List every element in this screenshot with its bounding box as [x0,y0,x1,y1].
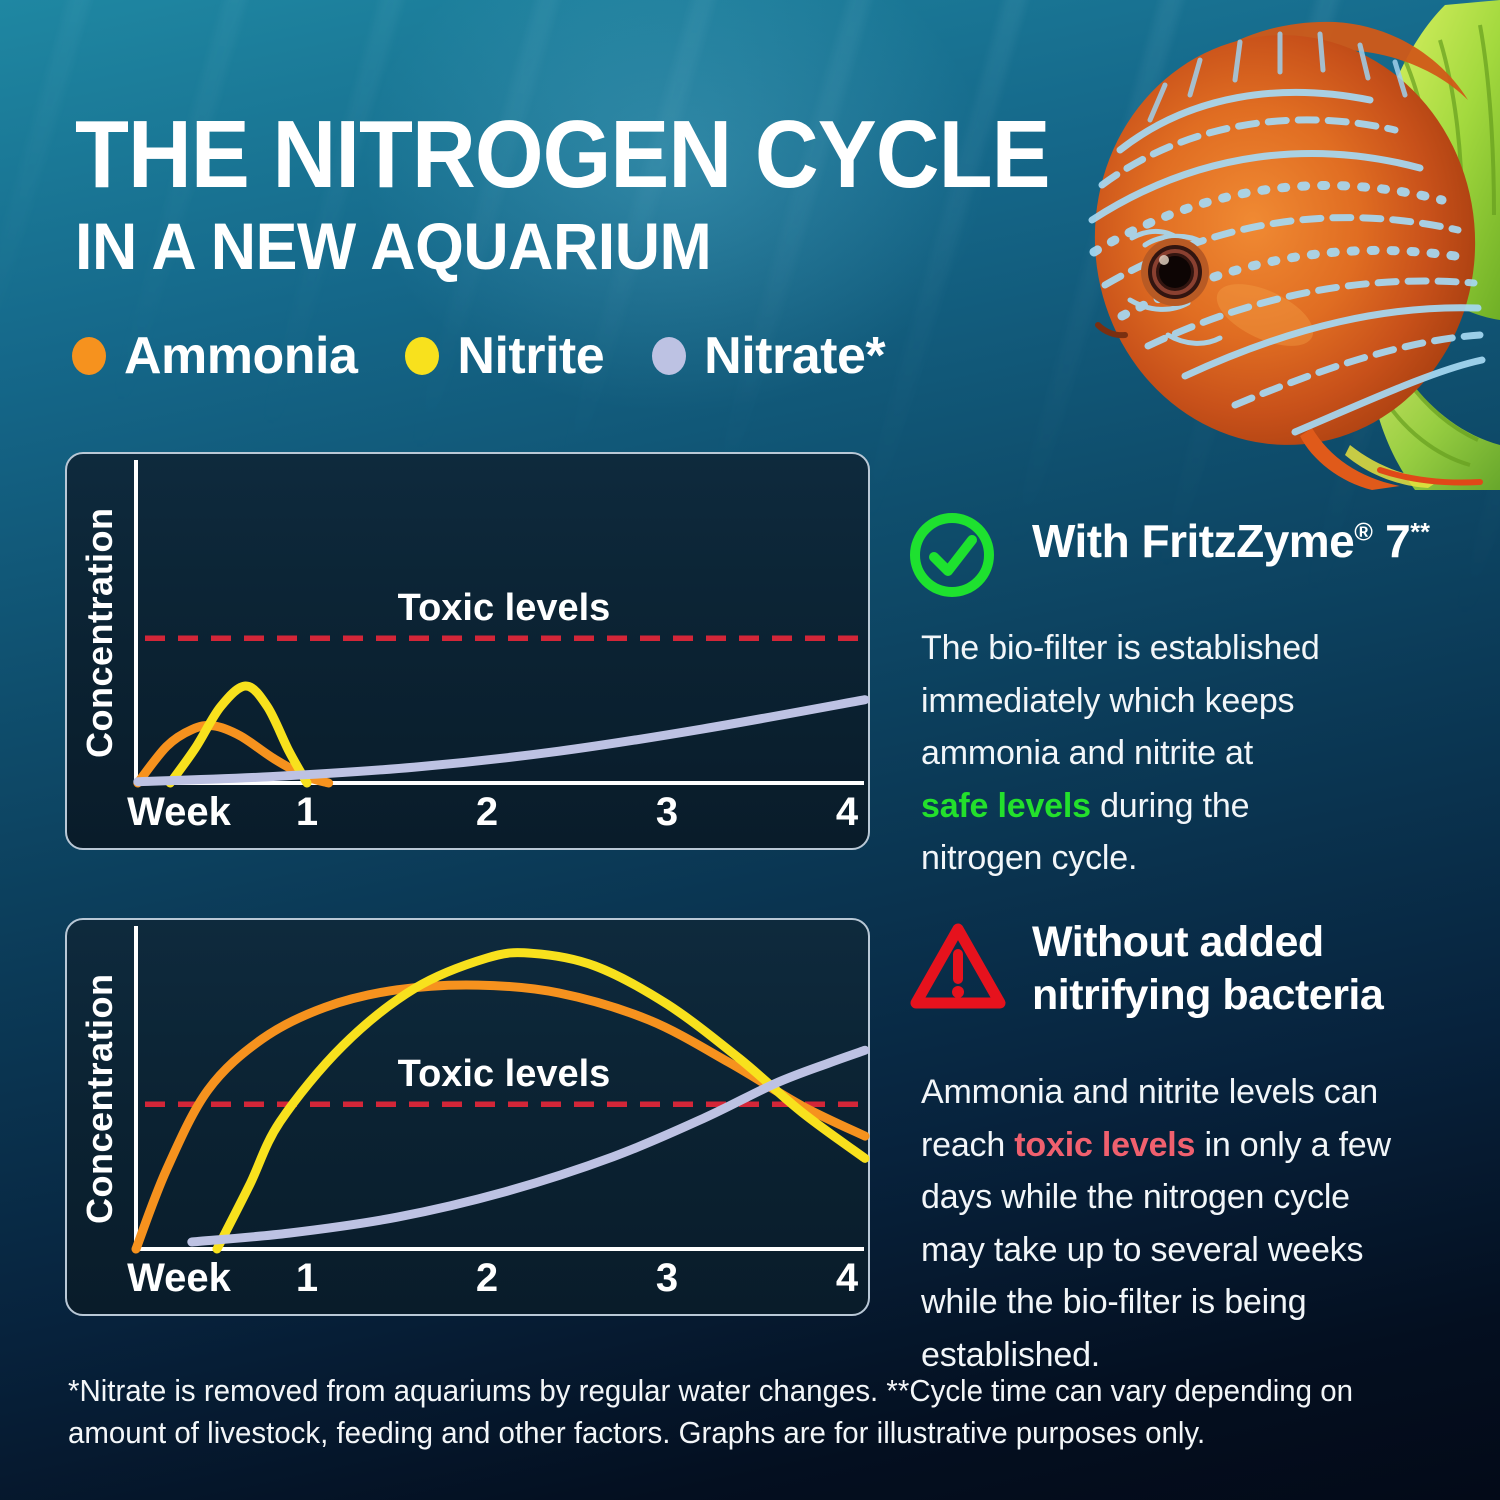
series-ammonia [131,980,870,1254]
underwater-glow [240,0,1110,510]
week-axis-label: Week [127,1256,232,1300]
highlighted-phrase: safe levels [921,786,1091,825]
series-nitrate [187,1045,870,1247]
legend-label: Ammonia [124,327,358,385]
legend-label: Nitrate* [704,327,886,385]
legend-item-nitrite: Nitrite [405,326,605,386]
legend: Ammonia Nitrite Nitrate* [72,326,886,386]
x-tick: 4 [836,790,859,834]
page-title: THE NITROGEN CYCLE [75,101,1051,208]
page-subtitle: IN A NEW AQUARIUM [75,209,712,283]
x-tick: 1 [296,1256,318,1300]
legend-label: Nitrite [457,327,605,385]
without-bacteria-body: Ammonia and nitrite levels can reach toxi… [921,1073,1391,1374]
with-fritzzyme-heading: With FritzZyme® 7** [1032,515,1430,567]
legend-item-ammonia: Ammonia [72,326,358,386]
x-tick: 2 [476,1256,498,1300]
x-tick: 2 [476,790,498,834]
series-nitrite [212,948,870,1254]
week-axis-label: Week [127,790,232,834]
ammonia-dot-icon [72,337,106,375]
x-axis-ticks: 1 2 3 4 [296,1256,859,1300]
footnote-stars: ** [1410,518,1430,547]
registered-mark: ® [1354,518,1373,547]
check-circle-icon [910,513,994,597]
toxic-levels-label: Toxic levels [398,587,611,629]
toxic-levels-label: Toxic levels [398,1053,611,1095]
x-tick: 1 [296,790,318,834]
x-tick: 4 [836,1256,859,1300]
x-tick: 3 [656,790,678,834]
chart-plot: Toxic levels Week 1 2 3 4 [127,460,870,834]
series-nitrate [133,695,870,787]
nitrate-dot-icon [652,337,687,375]
footnote-line: amount of livestock, feeding and other f… [68,1415,1206,1450]
chart-series [133,681,870,788]
footnote: *Nitrate is removed from aquariums by re… [68,1370,1353,1454]
x-tick: 3 [656,1256,678,1300]
x-axis-ticks: 1 2 3 4 [296,790,859,834]
highlighted-phrase: toxic levels [1014,1125,1196,1164]
with-fritzzyme-body: The bio-filter is established immediately… [921,629,1320,878]
series-nitrite [165,681,312,788]
nitrite-dot-icon [405,337,440,375]
fish-eye [1141,238,1209,306]
discus-fish-image [1088,0,1500,490]
without-bacteria-heading: Without added nitrifying bacteria [1032,918,1384,1019]
chart-plot: Toxic levels Week 1 2 3 4 [127,926,870,1300]
chart-series [131,948,870,1254]
footnote-line: *Nitrate is removed from aquariums by re… [68,1373,1353,1408]
legend-item-nitrate: Nitrate* [652,326,886,386]
warning-triangle-icon [910,923,1006,1009]
